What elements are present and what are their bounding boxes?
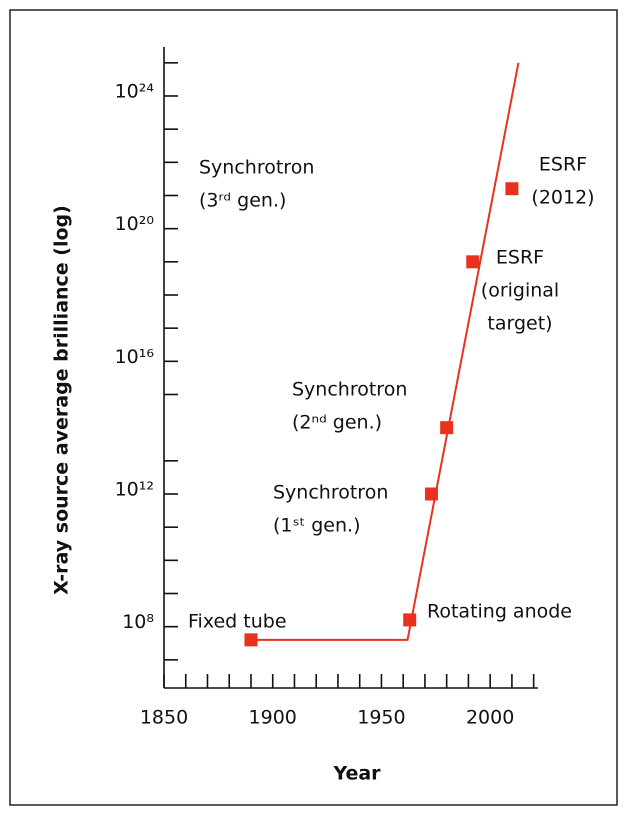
x-tick-label: 1950 [357, 707, 405, 729]
annotation: Rotating anode [427, 601, 572, 623]
annotation: Synchrotron [273, 482, 388, 504]
annotation: Fixed tube [188, 611, 287, 633]
y-tick-label: 10¹⁶ [115, 346, 154, 368]
annotation: (2012) [531, 187, 594, 209]
annotation: Synchrotron [292, 379, 407, 401]
trend-line [250, 62, 520, 641]
point [403, 613, 417, 627]
point [424, 487, 438, 501]
x-tick-label: 1850 [140, 707, 188, 729]
annotation: target) [487, 313, 552, 335]
point [466, 255, 480, 269]
annotation: ESRF [539, 154, 587, 176]
annotation: ESRF [496, 247, 544, 269]
x-tick-label: 1900 [249, 707, 297, 729]
annotation: Synchrotron [199, 157, 314, 179]
y-tick-label: 10⁸ [122, 611, 154, 633]
y-tick-label: 10¹² [115, 478, 154, 500]
annotation: (1ˢᵗ gen.) [273, 515, 360, 537]
annotation: (3ʳᵈ gen.) [199, 190, 286, 212]
point [505, 182, 519, 196]
point [244, 633, 258, 647]
x-tick-label: 2000 [466, 707, 514, 729]
x-axis-label: Year [332, 763, 381, 785]
y-tick-label: 10²⁴ [115, 80, 155, 102]
annotation: (2ⁿᵈ gen.) [292, 412, 382, 434]
y-axis-label: X-ray source average brilliance (log) [51, 205, 73, 595]
annotation: (original [481, 280, 559, 302]
point [440, 421, 454, 435]
frame [9, 9, 618, 806]
y-tick-label: 10²⁰ [115, 213, 154, 235]
